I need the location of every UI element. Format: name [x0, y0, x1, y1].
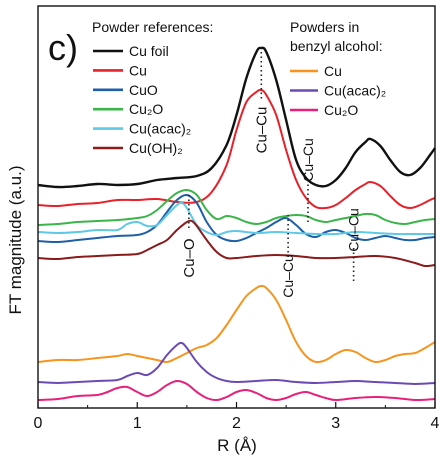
legend-label-cu2o: Cu₂O	[129, 101, 163, 117]
legend-right: Cu Cu(acac)₂ Cu₂O	[290, 63, 386, 118]
legend-right-title-line1: Powders in	[290, 19, 359, 35]
series-line-cu_oh2	[37, 219, 436, 268]
bond-label: Cu–Cu	[253, 107, 270, 154]
x-tick-label: 2	[232, 415, 241, 432]
x-tick-label: 1	[133, 415, 142, 432]
series-line-cuo	[37, 193, 436, 244]
legend-right-title-line2: benzyl alcohol:	[290, 38, 383, 54]
y-axis-label: FT magnitude (a.u.)	[6, 166, 25, 315]
legend-label-cuo: CuO	[129, 82, 158, 98]
legend-left: Cu foil Cu CuO Cu₂O Cu(acac)₂ Cu(OH)₂	[93, 43, 191, 156]
annotation-layer: Cu–O Cu–Cu Cu–Cu Cu–Cu Cu–Cu	[181, 52, 362, 298]
series-line-cu2o	[37, 188, 436, 226]
legend-label-cu_foil: Cu foil	[129, 43, 169, 59]
legend-label-ba_cu2o: Cu₂O	[324, 102, 358, 118]
series-line-cu_foil	[37, 46, 436, 189]
legend-label-cu_acac2: Cu(acac)₂	[129, 121, 191, 137]
legend-left-title: Powder references:	[92, 19, 213, 35]
bond-label: Cu–O	[181, 238, 198, 277]
series-line-cu	[37, 88, 436, 210]
x-tick-label: 4	[431, 415, 440, 432]
legend-label-cu: Cu	[129, 62, 147, 78]
x-axis-label: R (Å)	[217, 436, 257, 455]
series-line-ba_cu2o	[37, 379, 436, 402]
bond-label: Cu–Cu	[346, 208, 362, 252]
bond-label: Cu–Cu	[300, 138, 316, 182]
x-tick-label: 3	[331, 415, 340, 432]
series-line-ba_cu	[37, 284, 436, 364]
plot-frame	[37, 5, 436, 409]
legend-label-ba_cu_acac2: Cu(acac)₂	[324, 83, 386, 99]
series-line-ba_cu_acac2	[37, 341, 436, 385]
series-layer	[37, 46, 436, 402]
series-line-cu_acac2	[37, 201, 435, 236]
x-tick-layer: 0 1 2 3 4	[34, 402, 440, 432]
panel-label: c)	[48, 27, 78, 68]
legend-label-ba_cu: Cu	[324, 63, 342, 79]
legend-label-cu_oh2: Cu(OH)₂	[129, 140, 183, 156]
x-tick-label: 0	[34, 415, 43, 432]
bond-label: Cu–Cu	[280, 254, 296, 298]
